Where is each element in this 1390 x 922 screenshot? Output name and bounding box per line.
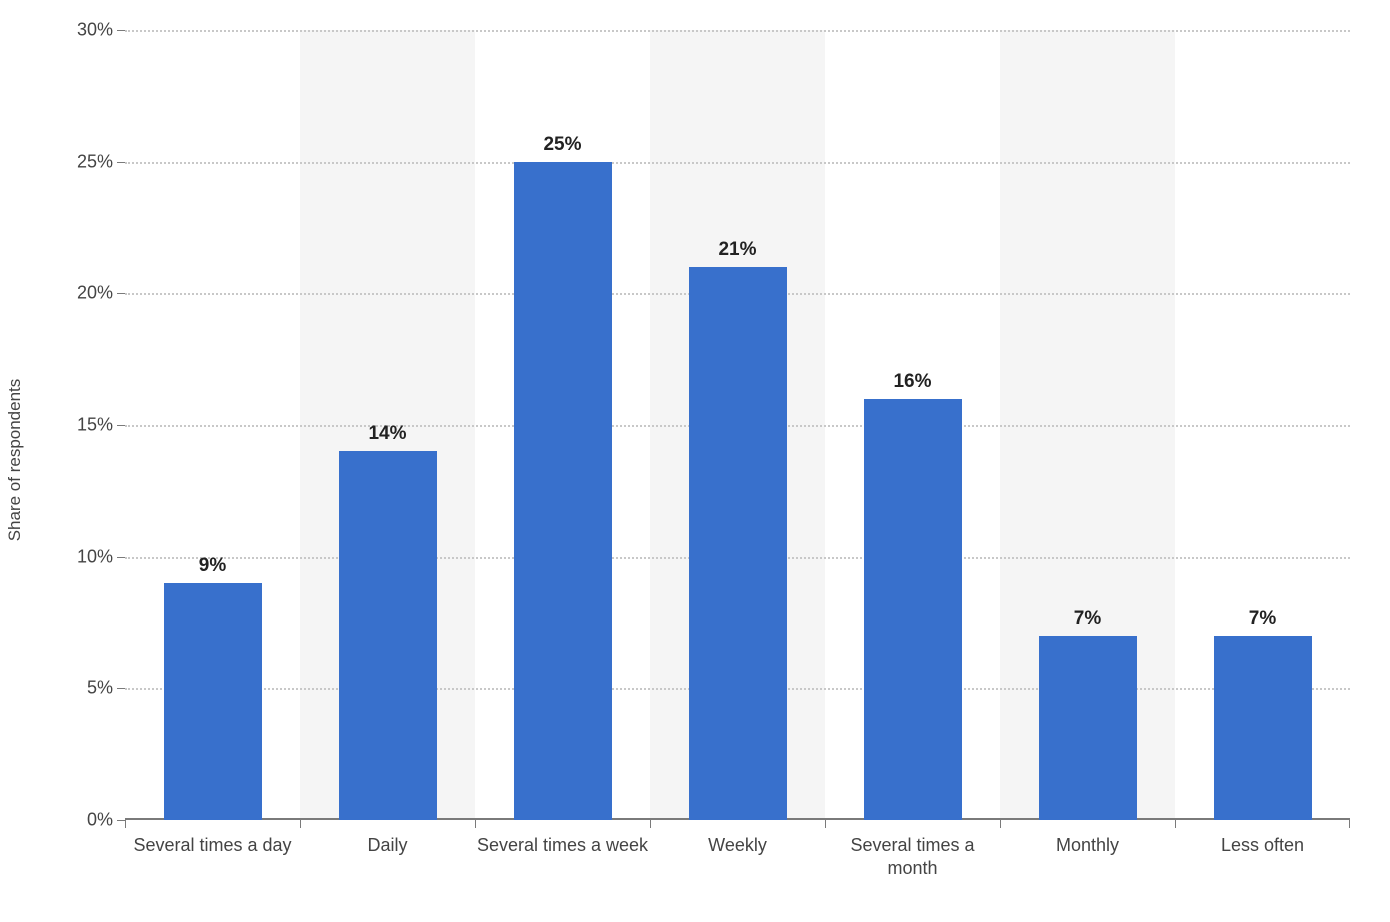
x-tick-mark [1349,820,1350,828]
x-tick-mark [1175,820,1176,828]
bar: 9% [164,583,262,820]
y-tick-label: 25% [77,151,113,172]
y-tick-label: 5% [87,678,113,699]
bar: 21% [689,267,787,820]
y-tick-mark [117,162,125,163]
gridline [125,162,1350,164]
y-tick-mark [117,293,125,294]
x-tick-mark [1000,820,1001,828]
y-tick-mark [117,820,125,821]
y-tick-label: 10% [77,546,113,567]
x-tick-label: Several times a week [475,834,650,857]
y-tick-mark [117,557,125,558]
y-tick-label: 0% [87,810,113,831]
x-tick-mark [125,820,126,828]
bar-value-label: 9% [199,555,226,577]
y-tick-label: 15% [77,415,113,436]
bar-value-label: 25% [543,134,581,156]
bar: 7% [1039,636,1137,820]
x-tick-mark [300,820,301,828]
y-tick-label: 30% [77,20,113,41]
bar-value-label: 7% [1074,608,1101,630]
bar-value-label: 21% [718,239,756,261]
x-tick-label: Daily [300,834,475,857]
x-tick-label: Several times a day [125,834,300,857]
x-tick-label: Several times a month [825,834,1000,881]
x-tick-label: Weekly [650,834,825,857]
y-tick-label: 20% [77,283,113,304]
bar-chart: Share of respondents 0%5%10%15%20%25%30%… [30,20,1360,900]
x-tick-mark [475,820,476,828]
x-tick-label: Less often [1175,834,1350,857]
x-tick-mark [825,820,826,828]
x-tick-label: Monthly [1000,834,1175,857]
bar-value-label: 7% [1249,608,1276,630]
y-tick-mark [117,425,125,426]
y-axis-label: Share of respondents [5,379,25,542]
gridline [125,30,1350,32]
plot-area: 0%5%10%15%20%25%30%9%Several times a day… [125,30,1350,820]
bar: 16% [864,399,962,820]
y-tick-mark [117,688,125,689]
y-tick-mark [117,30,125,31]
x-tick-mark [650,820,651,828]
bar-value-label: 14% [368,423,406,445]
bar: 14% [339,451,437,820]
bar: 25% [514,162,612,820]
bar: 7% [1214,636,1312,820]
bar-value-label: 16% [893,371,931,393]
